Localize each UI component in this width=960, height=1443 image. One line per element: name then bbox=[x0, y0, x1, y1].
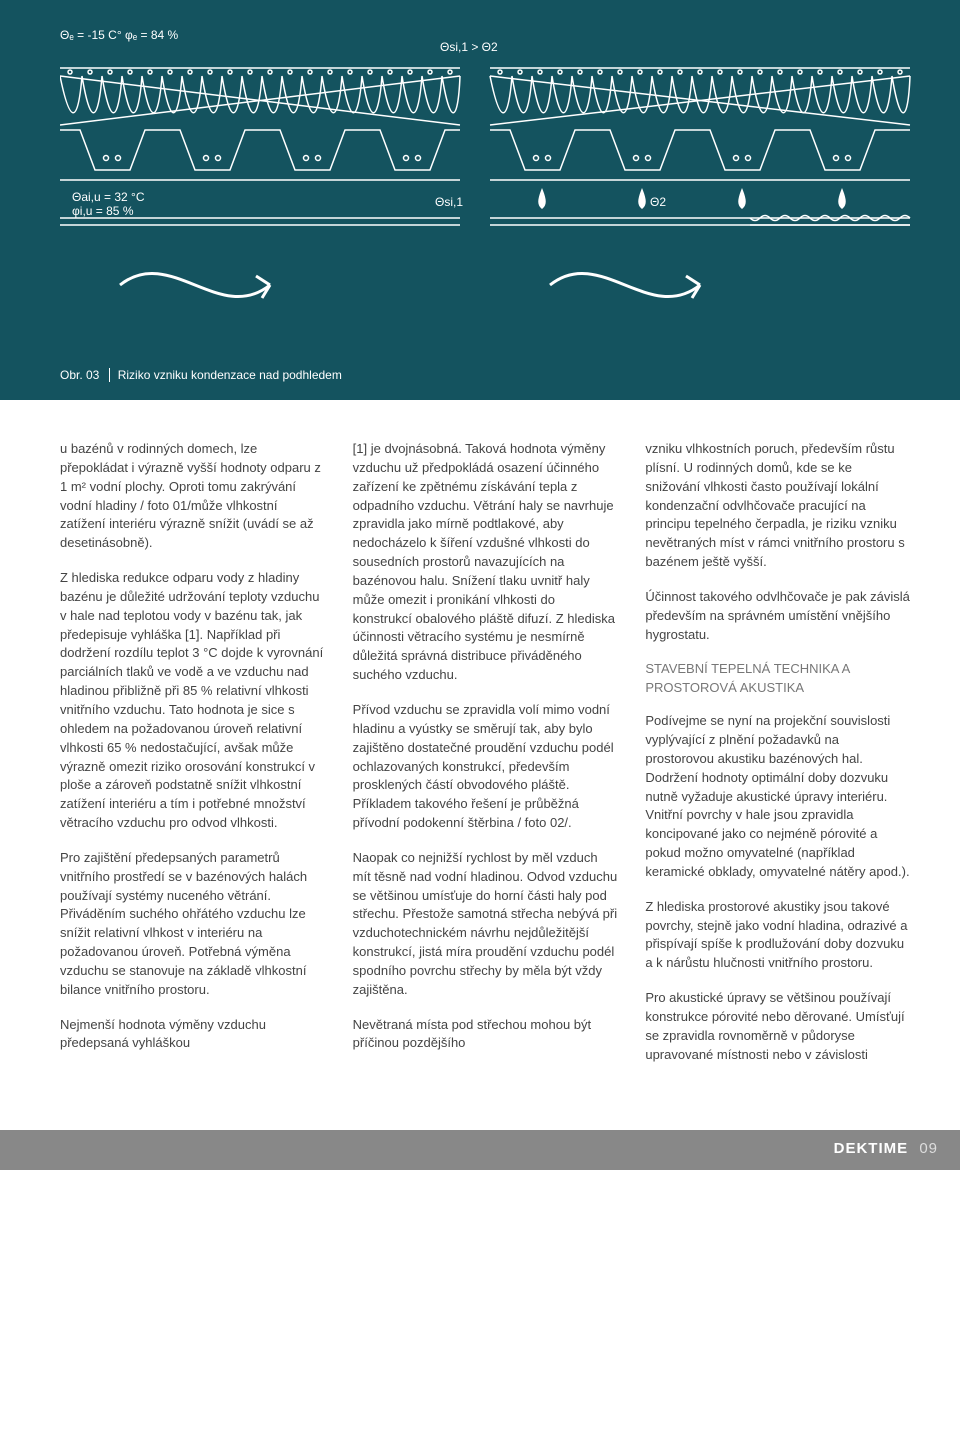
figure-caption-text: Riziko vzniku kondenzace nad podhledem bbox=[109, 368, 342, 382]
figure-number: Obr. 03 bbox=[60, 368, 99, 382]
param-exterior: Θₑ = -15 C° φₑ = 84 % bbox=[60, 28, 178, 42]
param-theta-si1: Θsi,1 bbox=[435, 195, 463, 209]
col3-p3: Podívejme se nyní na projekční souvislos… bbox=[645, 712, 910, 882]
figure-caption: Obr. 03 Riziko vzniku kondenzace nad pod… bbox=[60, 368, 342, 382]
col3-p5: Pro akustické úpravy se většinou používa… bbox=[645, 989, 910, 1064]
page-footer: DEKTIME 09 bbox=[0, 1130, 960, 1170]
column-1: u bazénů v rodinných domech, lze přepokl… bbox=[60, 440, 325, 1080]
section-heading: STAVEBNÍ TEPELNÁ TECHNIKA A PROSTOROVÁ A… bbox=[645, 660, 910, 698]
article-body: u bazénů v rodinných domech, lze přepokl… bbox=[0, 400, 960, 1130]
col2-p4: Nevětraná místa pod střechou mohou být p… bbox=[353, 1016, 618, 1054]
param-theta-si1-gt-th2: Θsi,1 > Θ2 bbox=[440, 40, 498, 54]
column-2: [1] je dvojnásobná. Taková hodnota výměn… bbox=[353, 440, 618, 1080]
col2-p1: [1] je dvojnásobná. Taková hodnota výměn… bbox=[353, 440, 618, 685]
col1-p1: u bazénů v rodinných domech, lze přepokl… bbox=[60, 440, 325, 553]
col3-p2: Účinnost takového odvlhčovače je pak záv… bbox=[645, 588, 910, 645]
col1-p2: Z hlediska redukce odparu vody z hladiny… bbox=[60, 569, 325, 833]
footer-brand: DEKTIME bbox=[834, 1140, 909, 1157]
roof-diagram: Θₑ = -15 C° φₑ = 84 % Θsi,1 > Θ2 Θai,u =… bbox=[0, 0, 960, 400]
col3-p1: vzniku vlhkostních poruch, především růs… bbox=[645, 440, 910, 572]
param-interior: Θai,u = 32 °C φi,u = 85 % bbox=[72, 190, 145, 218]
diagram-svg bbox=[60, 30, 920, 330]
col1-p3: Pro zajištění předepsaných parametrů vni… bbox=[60, 849, 325, 1000]
col1-p4: Nejmenší hodnota výměny vzduchu předepsa… bbox=[60, 1016, 325, 1054]
footer-page: 09 bbox=[919, 1140, 938, 1157]
column-3: vzniku vlhkostních poruch, především růs… bbox=[645, 440, 910, 1080]
param-theta-2: Θ2 bbox=[650, 195, 666, 209]
col2-p2: Přívod vzduchu se zpravidla volí mimo vo… bbox=[353, 701, 618, 833]
col2-p3: Naopak co nejnižší rychlost by měl vzduc… bbox=[353, 849, 618, 1000]
col3-p4: Z hlediska prostorové akustiky jsou tako… bbox=[645, 898, 910, 973]
